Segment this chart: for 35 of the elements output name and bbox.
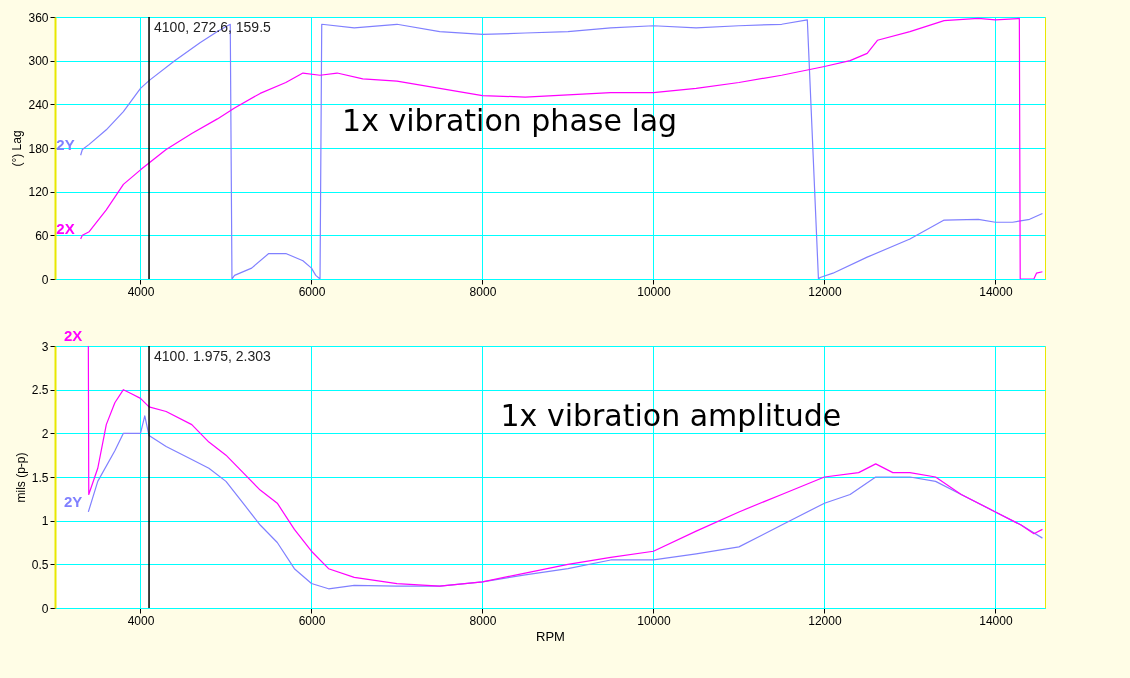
x-tick-label: 8000 [469, 284, 497, 299]
y-tick-label: 2 [41, 426, 49, 441]
x-tick-label: 10000 [637, 613, 671, 628]
x-tick-label: 12000 [808, 284, 842, 299]
y-tick-label: 360 [28, 10, 49, 25]
y-tick-label: 0 [41, 272, 49, 287]
y-tick-label: 2.5 [31, 383, 49, 398]
y-tick-label: 0 [41, 601, 49, 616]
annotation: 4100, 272.6, 159.5 [154, 19, 272, 35]
y-tick-label: 1 [41, 514, 49, 529]
series-label: 2X [63, 327, 83, 344]
y-tick-label: 240 [28, 97, 49, 112]
annotation: 4100. 1.975, 2.303 [154, 348, 272, 364]
x-tick-label: 14000 [979, 613, 1013, 628]
y-tick-label: 120 [28, 185, 49, 200]
y-tick-label: 300 [28, 54, 49, 69]
y-axis-title: mils (p-p) [13, 452, 28, 503]
x-tick-label: 14000 [979, 284, 1013, 299]
x-tick-label: 6000 [298, 613, 326, 628]
x-tick-label: 4000 [127, 613, 155, 628]
y-tick-label: 0.5 [31, 557, 49, 572]
x-tick-label: 4000 [127, 284, 155, 299]
series-label: 2X [56, 219, 75, 237]
y-tick-label: 180 [28, 141, 49, 156]
y-tick-label: 3 [41, 339, 49, 354]
y-tick-label: 60 [35, 228, 49, 243]
series-label: 2Y [63, 492, 83, 510]
x-axis-title: RPM [536, 628, 565, 644]
x-tick-label: 12000 [808, 613, 842, 628]
y-tick-label: 1.5 [31, 470, 49, 485]
x-tick-label: 8000 [469, 613, 497, 628]
x-tick-label: 10000 [637, 284, 671, 299]
y-axis-title: (°) Lag [10, 130, 25, 167]
x-tick-label: 6000 [298, 284, 326, 299]
line-series [87, 346, 1044, 587]
